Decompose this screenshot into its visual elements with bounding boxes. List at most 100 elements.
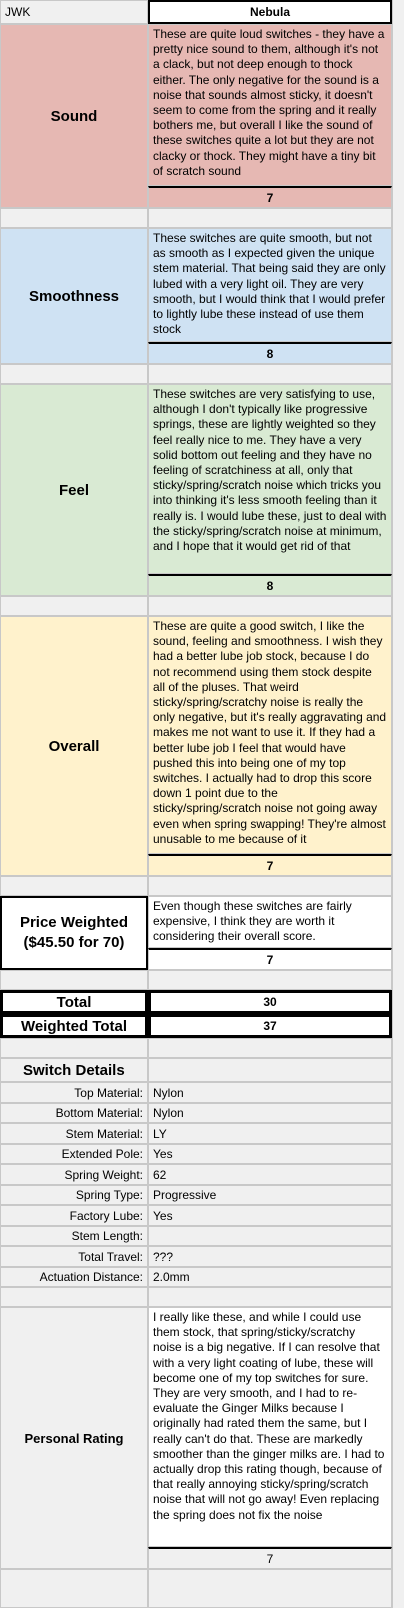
smoothness-label-cell[interactable]: Smoothness (0, 228, 148, 364)
sound-label-cell[interactable]: Sound (0, 24, 148, 208)
feel-label-cell[interactable]: Feel (0, 384, 148, 596)
detail-label-cell[interactable]: Spring Weight: (0, 1164, 148, 1185)
switch-name: Nebula (249, 5, 290, 19)
sound-label: Sound (50, 107, 98, 125)
detail-value: Nylon (153, 1085, 184, 1100)
detail-label-cell[interactable]: Top Material: (0, 1082, 148, 1103)
spacer-row (0, 208, 148, 228)
overall-label-cell[interactable]: Overall (0, 616, 148, 876)
sound-score-cell[interactable]: 7 (148, 186, 392, 208)
weighted-total-label: Weighted Total (20, 1017, 128, 1035)
detail-value-cell[interactable]: Progressive (148, 1185, 392, 1205)
spacer-row (148, 1569, 392, 1608)
detail-label: Actuation Distance: (39, 1270, 143, 1284)
sound-review: These are quite loud switches - they hav… (153, 27, 385, 178)
switch-name-cell[interactable]: Nebula (148, 0, 392, 24)
detail-label-cell[interactable]: Total Travel: (0, 1246, 148, 1267)
feel-review-cell[interactable]: These switches are very satisfying to us… (148, 384, 392, 574)
overall-review-cell[interactable]: These are quite a good switch, I like th… (148, 616, 392, 854)
sound-score: 7 (266, 190, 274, 205)
detail-label: Total Travel: (78, 1249, 143, 1264)
total-value-cell[interactable]: 30 (148, 990, 392, 1014)
spacer-row (0, 970, 148, 990)
personal-rating-label-cell[interactable]: Personal Rating (0, 1307, 148, 1569)
spacer-row (0, 1569, 148, 1608)
detail-label: Bottom Material: (55, 1106, 143, 1120)
smoothness-review: These switches are quite smooth, but not… (153, 231, 386, 337)
overall-label: Overall (48, 737, 100, 755)
detail-label-cell[interactable]: Extended Pole: (0, 1144, 148, 1164)
spacer-row (148, 970, 392, 990)
switch-details-title-empty[interactable] (148, 1058, 392, 1082)
detail-value-cell[interactable]: Nylon (148, 1103, 392, 1123)
reviewer-name: JWK (5, 5, 31, 19)
switch-details-title: Switch Details (23, 1061, 125, 1079)
weighted-total-label-cell[interactable]: Weighted Total (0, 1014, 148, 1038)
detail-value: LY (153, 1126, 167, 1141)
detail-label-cell[interactable]: Spring Type: (0, 1185, 148, 1205)
switch-details-title-cell[interactable]: Switch Details (0, 1058, 148, 1082)
detail-label-cell[interactable]: Factory Lube: (0, 1205, 148, 1226)
detail-value-cell[interactable]: 2.0mm (148, 1267, 392, 1287)
spacer-row (0, 364, 148, 384)
spacer-row (148, 1038, 392, 1058)
price-score-cell[interactable]: 7 (148, 948, 392, 970)
spacer-row (148, 364, 392, 384)
detail-value-cell[interactable]: LY (148, 1123, 392, 1144)
smoothness-review-cell[interactable]: These switches are quite smooth, but not… (148, 228, 392, 342)
smoothness-score-cell[interactable]: 8 (148, 342, 392, 364)
detail-label: Spring Weight: (64, 1167, 144, 1182)
reviewer-cell[interactable]: JWK (0, 0, 148, 24)
detail-label-cell[interactable]: Bottom Material: (0, 1103, 148, 1123)
overall-score-cell[interactable]: 7 (148, 854, 392, 876)
detail-label: Top Material: (74, 1085, 143, 1100)
detail-label-cell[interactable]: Actuation Distance: (0, 1267, 148, 1287)
sound-review-cell[interactable]: These are quite loud switches - they hav… (148, 24, 392, 186)
detail-value-cell[interactable]: Nylon (148, 1082, 392, 1103)
spacer-row (148, 876, 392, 896)
detail-value: Progressive (153, 1188, 217, 1202)
personal-score: 7 (266, 1551, 274, 1566)
price-weighted-label: Price Weighted (19, 914, 129, 931)
detail-value: Yes (153, 1147, 173, 1161)
price-review: Even though these switches are fairly ex… (153, 899, 352, 944)
total-label: Total (56, 993, 92, 1011)
price-score: 7 (266, 952, 274, 967)
feel-score: 8 (266, 578, 274, 593)
feel-review: These switches are very satisfying to us… (153, 387, 387, 554)
detail-value: Yes (153, 1208, 173, 1223)
detail-value-cell[interactable]: ??? (148, 1246, 392, 1267)
detail-label-cell[interactable]: Stem Length: (0, 1226, 148, 1246)
detail-label: Factory Lube: (69, 1208, 143, 1223)
price-weighted-label-cell[interactable]: Price Weighted ($45.50 for 70) (0, 896, 148, 970)
detail-label-cell[interactable]: Stem Material: (0, 1123, 148, 1144)
weighted-total-value: 37 (263, 1019, 277, 1033)
personal-rating-label: Personal Rating (24, 1430, 124, 1446)
detail-value: 2.0mm (153, 1270, 190, 1284)
overall-review: These are quite a good switch, I like th… (153, 619, 387, 846)
detail-value-cell[interactable]: 62 (148, 1164, 392, 1185)
price-weighted-price: ($45.50 for 70) (23, 934, 125, 951)
detail-value: 62 (153, 1167, 167, 1182)
smoothness-score: 8 (266, 346, 274, 361)
detail-label: Extended Pole: (61, 1147, 143, 1161)
overall-score: 7 (266, 858, 274, 873)
detail-value-cell[interactable]: Yes (148, 1144, 392, 1164)
feel-label: Feel (58, 481, 89, 499)
detail-value-cell[interactable] (148, 1226, 392, 1246)
personal-review-cell[interactable]: I really like these, and while I could u… (148, 1307, 392, 1547)
spacer-row (148, 1287, 392, 1307)
feel-score-cell[interactable]: 8 (148, 574, 392, 596)
weighted-total-value-cell[interactable]: 37 (148, 1014, 392, 1038)
spacer-row (148, 208, 392, 228)
spacer-row (0, 596, 148, 616)
personal-score-cell[interactable]: 7 (148, 1547, 392, 1569)
detail-value: ??? (153, 1249, 174, 1264)
spacer-row (148, 596, 392, 616)
price-review-cell[interactable]: Even though these switches are fairly ex… (148, 896, 392, 948)
sheet-right-margin (392, 0, 404, 1608)
total-label-cell[interactable]: Total (0, 990, 148, 1014)
detail-label: Spring Type: (75, 1188, 143, 1202)
detail-value-cell[interactable]: Yes (148, 1205, 392, 1226)
detail-value: Nylon (153, 1106, 184, 1120)
